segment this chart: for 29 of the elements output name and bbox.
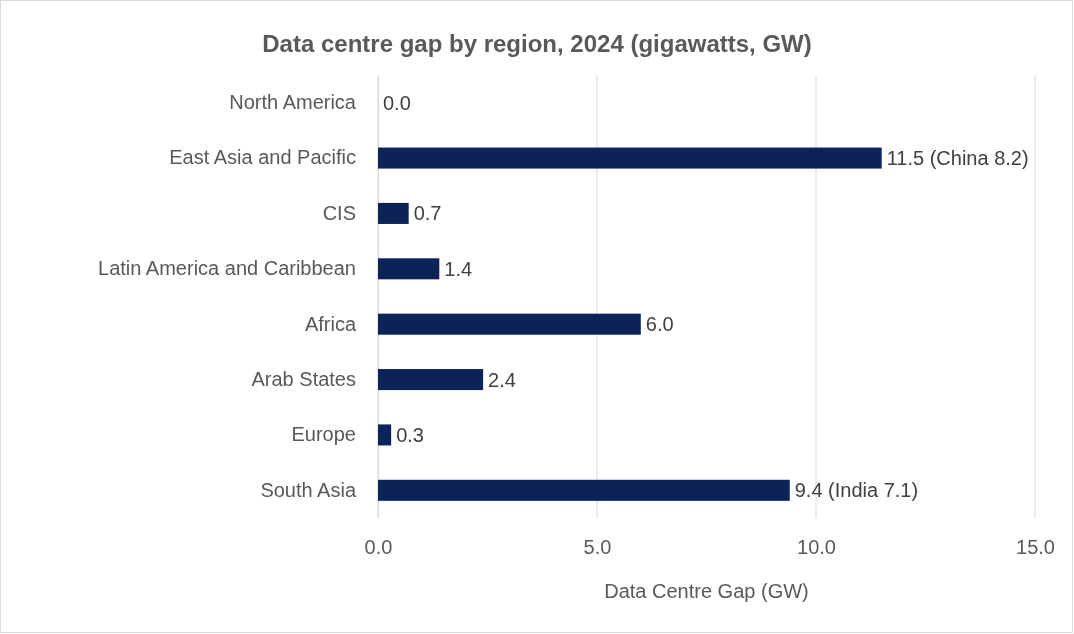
- x-tick-label: 0.0: [364, 536, 393, 559]
- data-label: 9.4 (India 7.1): [794, 479, 919, 502]
- data-label: 1.4: [444, 257, 473, 280]
- bar: [378, 147, 882, 169]
- y-tick-label: Europe: [291, 423, 356, 446]
- data-label: 11.5 (China 8.2): [886, 147, 1029, 170]
- y-tick-label: Arab States: [251, 367, 356, 390]
- data-label: 2.4: [488, 368, 516, 391]
- bar: [378, 313, 641, 335]
- data-label: 6.0: [645, 313, 674, 336]
- x-tick-label: 15.0: [1016, 536, 1055, 559]
- y-tick-label: CIS: [322, 201, 356, 224]
- bar: [378, 258, 440, 280]
- bar: [378, 479, 790, 501]
- y-tick-label: East Asia and Pacific: [169, 146, 356, 169]
- y-tick-label: South Asia: [260, 478, 357, 501]
- bar: [378, 202, 409, 224]
- x-tick-label: 10.0: [797, 536, 836, 559]
- y-tick-label: Latin America and Caribbean: [98, 257, 356, 280]
- y-tick-label: North America: [229, 91, 357, 114]
- bar: [378, 369, 484, 391]
- chart-title: Data centre gap by region, 2024 (gigawatts, GW): [262, 30, 812, 57]
- y-tick-label: Africa: [304, 312, 357, 335]
- bar: [378, 424, 392, 446]
- data-label: 0.7: [413, 202, 442, 225]
- x-axis-title: Data Centre Gap (GW): [604, 580, 809, 602]
- data-label: 0.3: [396, 423, 424, 446]
- x-tick-label: 5.0: [583, 536, 612, 559]
- data-label: 0.0: [383, 91, 411, 114]
